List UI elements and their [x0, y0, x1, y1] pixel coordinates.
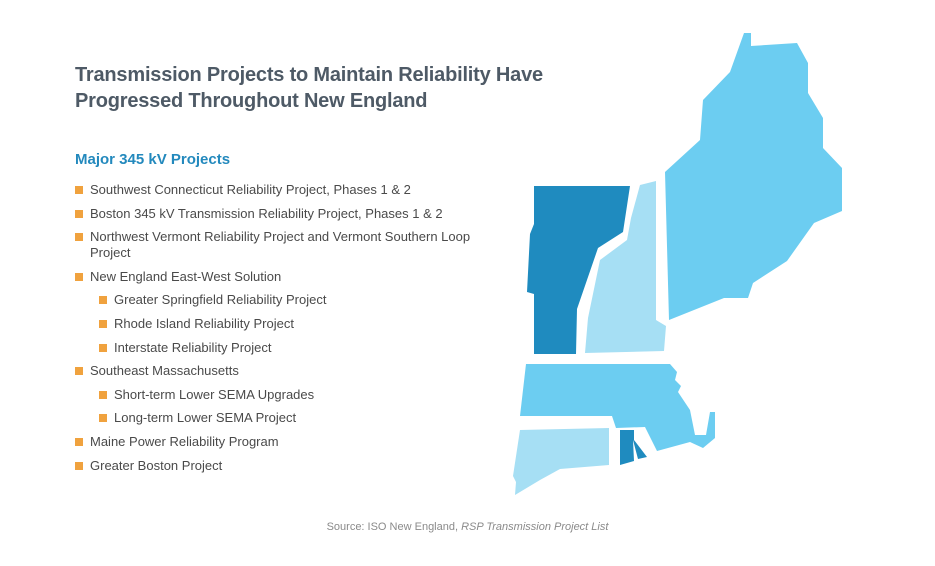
project-item: Southeast Massachusetts — [75, 363, 495, 379]
title-line-1: Transmission Projects to Maintain Reliab… — [75, 64, 543, 86]
bullet-square-icon — [75, 367, 83, 376]
bullet-square-icon — [99, 414, 107, 423]
project-item: Boston 345 kV Transmission Reliability P… — [75, 206, 495, 222]
bullet-square-icon — [75, 186, 83, 194]
project-item: Southwest Connecticut Reliability Projec… — [75, 182, 495, 198]
sub-project-item: Interstate Reliability Project — [99, 340, 495, 356]
project-label: Southwest Connecticut Reliability Projec… — [90, 182, 411, 197]
bullet-square-icon — [75, 233, 83, 242]
sub-project-item: Long-term Lower SEMA Project — [99, 410, 495, 426]
project-label: Boston 345 kV Transmission Reliability P… — [90, 205, 443, 221]
bullet-square-icon — [75, 437, 83, 446]
page-title: Transmission Projects to Maintain Reliab… — [75, 62, 555, 114]
project-item: Maine Power Reliability Program — [75, 434, 495, 450]
project-label: Maine Power Reliability Program — [90, 433, 279, 449]
project-list: Southwest Connecticut Reliability Projec… — [75, 182, 495, 481]
rhode-island-region — [620, 430, 647, 465]
bullet-square-icon — [99, 390, 107, 399]
project-label: Greater Springfield Reliability Project — [114, 292, 327, 308]
vermont-region — [527, 186, 630, 354]
project-label: Short-term Lower SEMA Upgrades — [114, 386, 315, 402]
sub-project-item: Greater Springfield Reliability Project — [99, 292, 495, 308]
project-item: Northwest Vermont Reliability Project an… — [75, 229, 495, 261]
project-label: Southeast Massachusetts — [90, 363, 239, 379]
source-prefix: Source: ISO New England, — [326, 521, 462, 533]
sub-project-item: Short-term Lower SEMA Upgrades — [99, 387, 495, 403]
bullet-square-icon — [75, 209, 83, 218]
project-label: Rhode Island Reliability Project — [114, 315, 294, 331]
project-item: Greater Boston Project — [75, 458, 495, 474]
project-label: Greater Boston Project — [90, 457, 223, 473]
source-title: RSP Transmission Project List — [461, 521, 609, 533]
bullet-square-icon — [99, 319, 107, 328]
project-label: New England East-West Solution — [90, 268, 282, 284]
massachusetts-region — [520, 364, 715, 451]
project-label: Interstate Reliability Project — [114, 339, 272, 355]
title-line-2: Progressed Throughout New England — [75, 90, 428, 112]
source-note: Source: ISO New England, RSP Transmissio… — [0, 521, 935, 533]
section-subtitle: Major 345 kV Projects — [75, 151, 231, 168]
project-item: New England East-West Solution — [75, 269, 495, 285]
bullet-square-icon — [75, 272, 83, 281]
new-hampshire-region — [585, 181, 666, 353]
project-label: Northwest Vermont Reliability Project an… — [90, 229, 471, 261]
bullet-square-icon — [99, 296, 107, 305]
connecticut-region — [513, 428, 609, 495]
bullet-square-icon — [99, 343, 107, 352]
project-label: Long-term Lower SEMA Project — [114, 410, 297, 426]
sub-project-item: Rhode Island Reliability Project — [99, 316, 495, 332]
maine-region — [665, 33, 842, 320]
bullet-square-icon — [75, 461, 83, 470]
